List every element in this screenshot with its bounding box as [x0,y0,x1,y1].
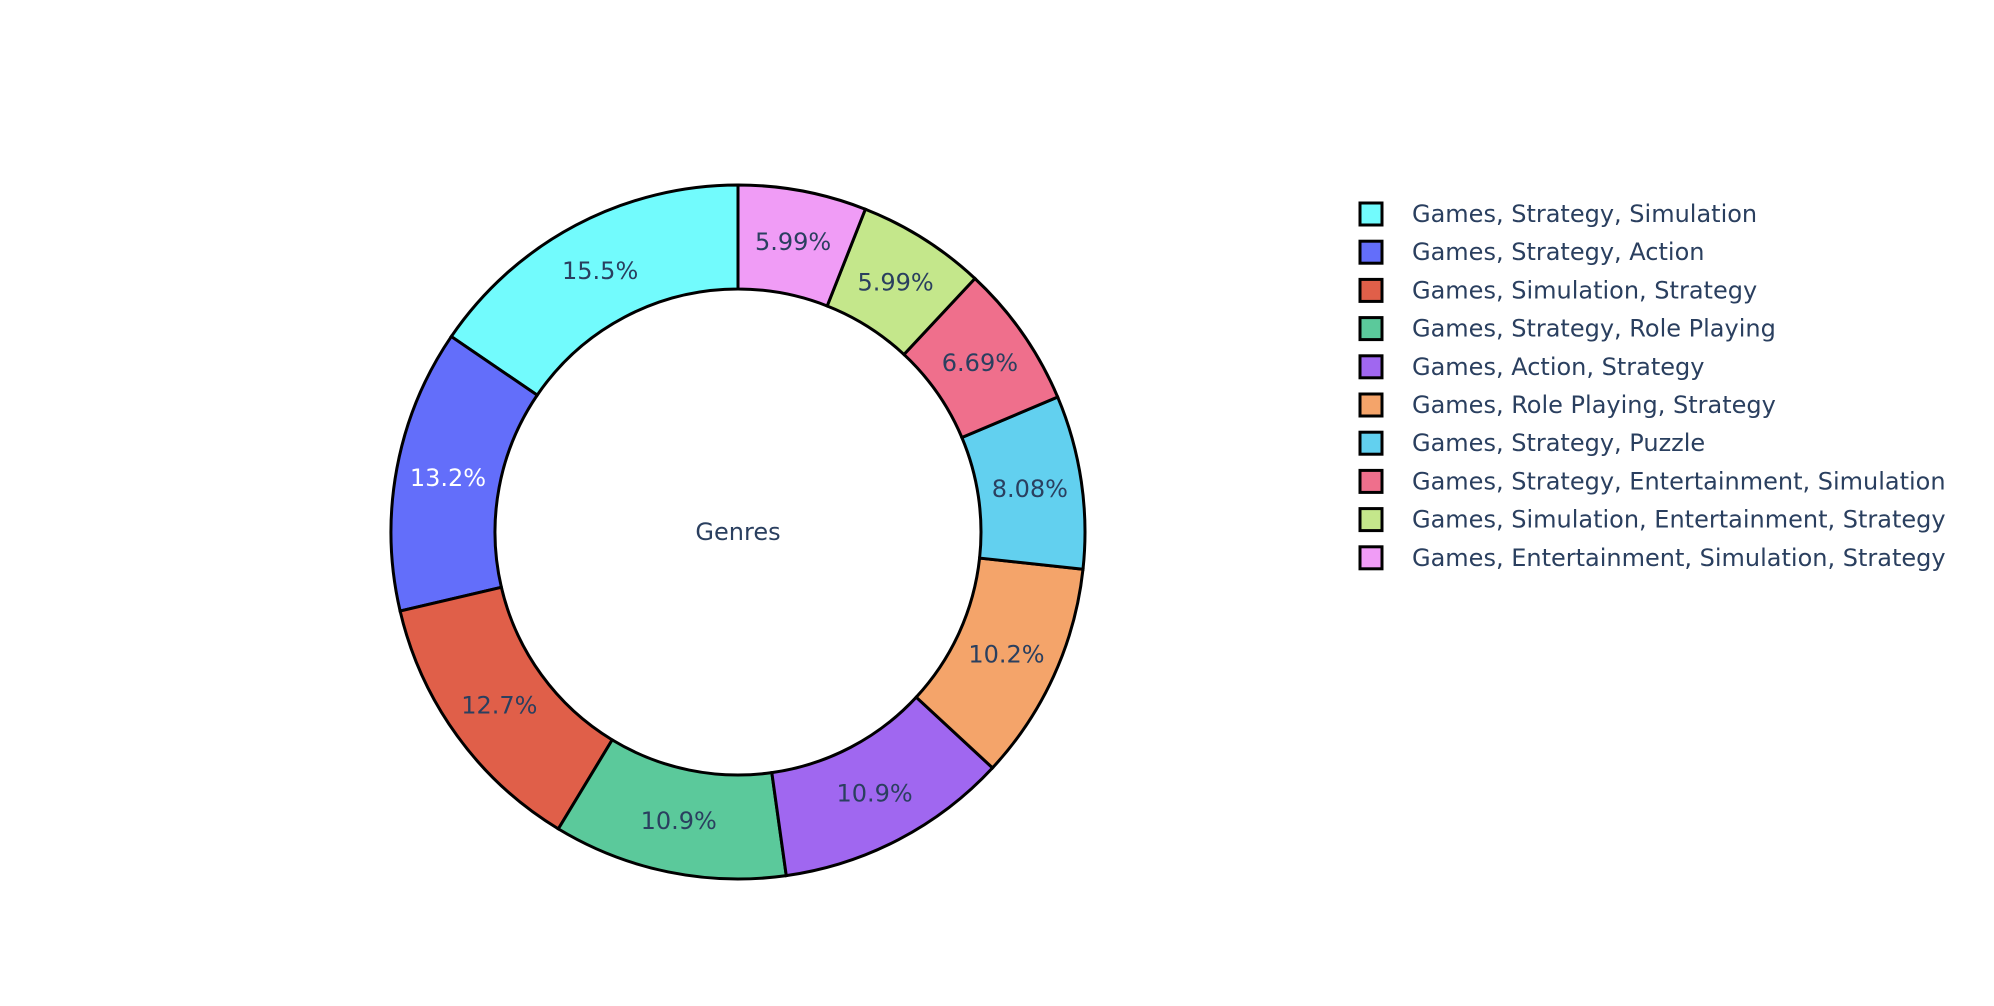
slice-label-3: 12.7% [461,691,537,719]
legend-item-10[interactable]: Games, Entertainment, Simulation, Strate… [1358,544,1946,572]
legend-item-1[interactable]: Games, Strategy, Simulation [1358,200,1757,228]
slice-label-5: 10.9% [836,779,912,807]
legend-item-4[interactable]: Games, Strategy, Role Playing [1358,315,1776,343]
legend-label-4: Games, Strategy, Role Playing [1412,315,1776,343]
legend-item-7[interactable]: Games, Strategy, Puzzle [1358,429,1705,457]
legend-label-9: Games, Simulation, Entertainment, Strate… [1412,506,1946,534]
legend-label-1: Games, Strategy, Simulation [1412,200,1757,228]
legend-swatch-8 [1358,468,1384,494]
center-label: Genres [695,518,780,546]
legend-label-2: Games, Strategy, Action [1412,238,1704,266]
legend-label-5: Games, Action, Strategy [1412,353,1704,381]
legend-item-9[interactable]: Games, Simulation, Entertainment, Strate… [1358,506,1946,534]
legend-label-8: Games, Strategy, Entertainment, Simulati… [1412,467,1946,495]
slice-label-4: 10.9% [641,807,717,835]
legend-swatch-10 [1358,545,1384,571]
legend: Games, Strategy, Simulation Games, Strate… [1358,200,1946,572]
legend-label-10: Games, Entertainment, Simulation, Strate… [1412,544,1946,572]
legend-swatch-7 [1358,430,1384,456]
slice-label-1: 15.5% [562,257,638,285]
legend-swatch-2 [1358,239,1384,265]
legend-swatch-1 [1358,201,1384,227]
legend-label-6: Games, Role Playing, Strategy [1412,391,1776,419]
slice-label-10: 5.99% [755,228,831,256]
legend-swatch-5 [1358,354,1384,380]
legend-label-7: Games, Strategy, Puzzle [1412,429,1705,457]
legend-label-3: Games, Simulation, Strategy [1412,276,1757,304]
legend-swatch-4 [1358,316,1384,342]
slice-1[interactable] [449,183,740,398]
legend-item-3[interactable]: Games, Simulation, Strategy [1358,276,1757,304]
legend-item-8[interactable]: Games, Strategy, Entertainment, Simulati… [1358,467,1946,495]
legend-item-5[interactable]: Games, Action, Strategy [1358,353,1704,381]
legend-swatch-3 [1358,277,1384,303]
slice-label-2: 13.2% [410,464,486,492]
legend-item-6[interactable]: Games, Role Playing, Strategy [1358,391,1776,419]
slice-labels: 15.5% 13.2% 12.7% 10.9% 10.9% 10.2% 8.08% 6.69%… [410,228,1068,835]
slice-10[interactable] [736,183,868,308]
slice-label-9: 5.99% [857,269,933,297]
legend-item-2[interactable]: Games, Strategy, Action [1358,238,1704,266]
slice-label-8: 6.69% [942,349,1018,377]
slice-label-7: 8.08% [992,475,1068,503]
legend-swatch-9 [1358,507,1384,533]
legend-swatch-6 [1358,392,1384,418]
donut-slices [389,183,1087,881]
slice-label-6: 10.2% [968,640,1044,668]
